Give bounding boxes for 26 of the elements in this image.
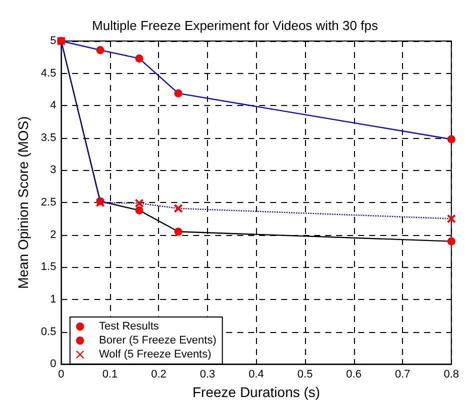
- x-tick-label: 0: [58, 368, 64, 381]
- y-tick-label: 1: [50, 293, 56, 306]
- y-tick-label: 4.5: [40, 67, 56, 80]
- x-tick-label: 0.5: [297, 368, 313, 381]
- legend-label: Test Results: [99, 320, 160, 332]
- y-tick-label: 0: [50, 358, 56, 370]
- y-tick-label: 3: [50, 164, 56, 176]
- y-tick-label: 3.5: [40, 132, 56, 144]
- x-tick-label: 0.7: [394, 368, 410, 381]
- x-tick-label: 0.1: [102, 368, 118, 381]
- y-tick-label: 2: [50, 228, 56, 241]
- legend-label: Borer (5 Freeze Events): [99, 334, 216, 346]
- chart-title: Multiple Freeze Experiment for Videos with 30 fps: [92, 18, 378, 33]
- y-tick-label: 2.5: [40, 196, 56, 209]
- y-tick-label: 4: [50, 100, 56, 112]
- x-tick-label: 0.2: [151, 368, 166, 381]
- x-tick-label: 0.8: [444, 368, 460, 381]
- x-axis-title: Freeze Durations (s): [192, 384, 320, 400]
- legend-label: Wolf (5 Freeze Events): [99, 348, 212, 360]
- y-tick-label: 0.5: [40, 326, 56, 338]
- x-tick-label: 0.3: [200, 368, 216, 381]
- y-axis-title: Mean Opinion Score (MOS): [15, 116, 31, 289]
- y-tick-label: 1.5: [40, 261, 56, 274]
- x-tick-label: 0.4: [248, 368, 264, 381]
- y-tick-label: 5: [50, 35, 56, 47]
- x-tick-label: 0.6: [346, 368, 362, 381]
